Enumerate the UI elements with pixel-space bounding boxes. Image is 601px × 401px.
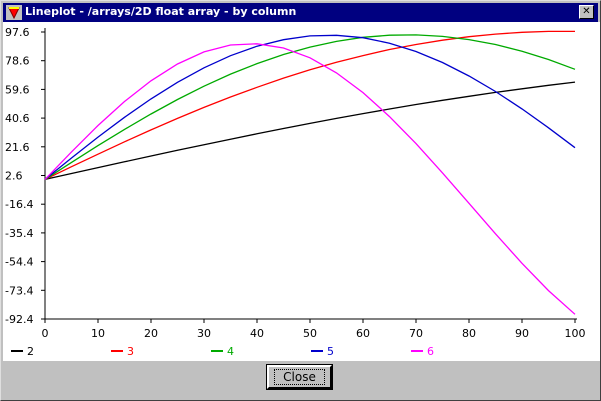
x-tick-label: 60 [356, 327, 370, 340]
red-triangle-icon [6, 5, 22, 20]
legend-label-2: 2 [27, 345, 34, 358]
x-tick-label: 100 [565, 327, 586, 340]
legend: 2 3 4 5 6 [11, 345, 434, 358]
series-lines [44, 30, 576, 315]
y-tick-label: -54.4 [5, 256, 33, 269]
y-axis: 97.6 78.6 59.6 40.6 21.6 2.6 -16.4 -35.4 -54.4 -7… [5, 26, 45, 326]
close-button-label: Close [274, 369, 325, 385]
y-tick-label: -35.4 [5, 227, 33, 240]
series-line-4 [44, 34, 576, 180]
line-chart: 97.6 78.6 59.6 40.6 21.6 2.6 -16.4 -35.4 -54.4 -7… [5, 26, 586, 358]
y-tick-label: 59.6 [5, 83, 30, 96]
x-axis: 0 10 20 30 40 50 60 70 80 90 100 [42, 319, 586, 340]
y-tick-label: 78.6 [5, 55, 30, 68]
series-line-3 [44, 30, 575, 180]
chart-axes [44, 28, 577, 320]
y-tick-label: 40.6 [5, 112, 30, 125]
x-tick-label: 70 [409, 327, 423, 340]
legend-label-3: 3 [127, 345, 134, 358]
x-tick-label: 30 [197, 327, 211, 340]
y-tick-label: 97.6 [5, 26, 30, 39]
y-tick-label: 2.6 [5, 170, 23, 183]
x-tick-label: 20 [144, 327, 158, 340]
x-tick-label: 50 [303, 327, 317, 340]
series-line-6 [44, 43, 576, 315]
x-tick-label: 0 [42, 327, 49, 340]
title-bar[interactable]: Lineplot - /arrays/2D float array - by c… [3, 3, 598, 22]
button-bar: Close [3, 361, 600, 399]
x-tick-label: 10 [91, 327, 105, 340]
x-tick-label: 90 [515, 327, 529, 340]
series-line-5 [44, 34, 576, 180]
series-line-2 [44, 81, 576, 181]
y-tick-label: -16.4 [5, 198, 33, 211]
y-tick-label: -73.4 [5, 284, 33, 297]
x-tick-label: 40 [250, 327, 264, 340]
window-title: Lineplot - /arrays/2D float array - by c… [25, 5, 297, 18]
legend-label-6: 6 [427, 345, 434, 358]
plot-area: 97.6 78.6 59.6 40.6 21.6 2.6 -16.4 -35.4 -54.4 -7… [3, 22, 600, 361]
close-icon[interactable]: ✕ [579, 5, 594, 19]
x-tick-label: 80 [462, 327, 476, 340]
legend-label-5: 5 [327, 345, 334, 358]
close-button[interactable]: Close [266, 364, 333, 390]
y-tick-label: 21.6 [5, 141, 30, 154]
y-tick-label: -92.4 [5, 313, 33, 326]
legend-label-4: 4 [227, 345, 234, 358]
